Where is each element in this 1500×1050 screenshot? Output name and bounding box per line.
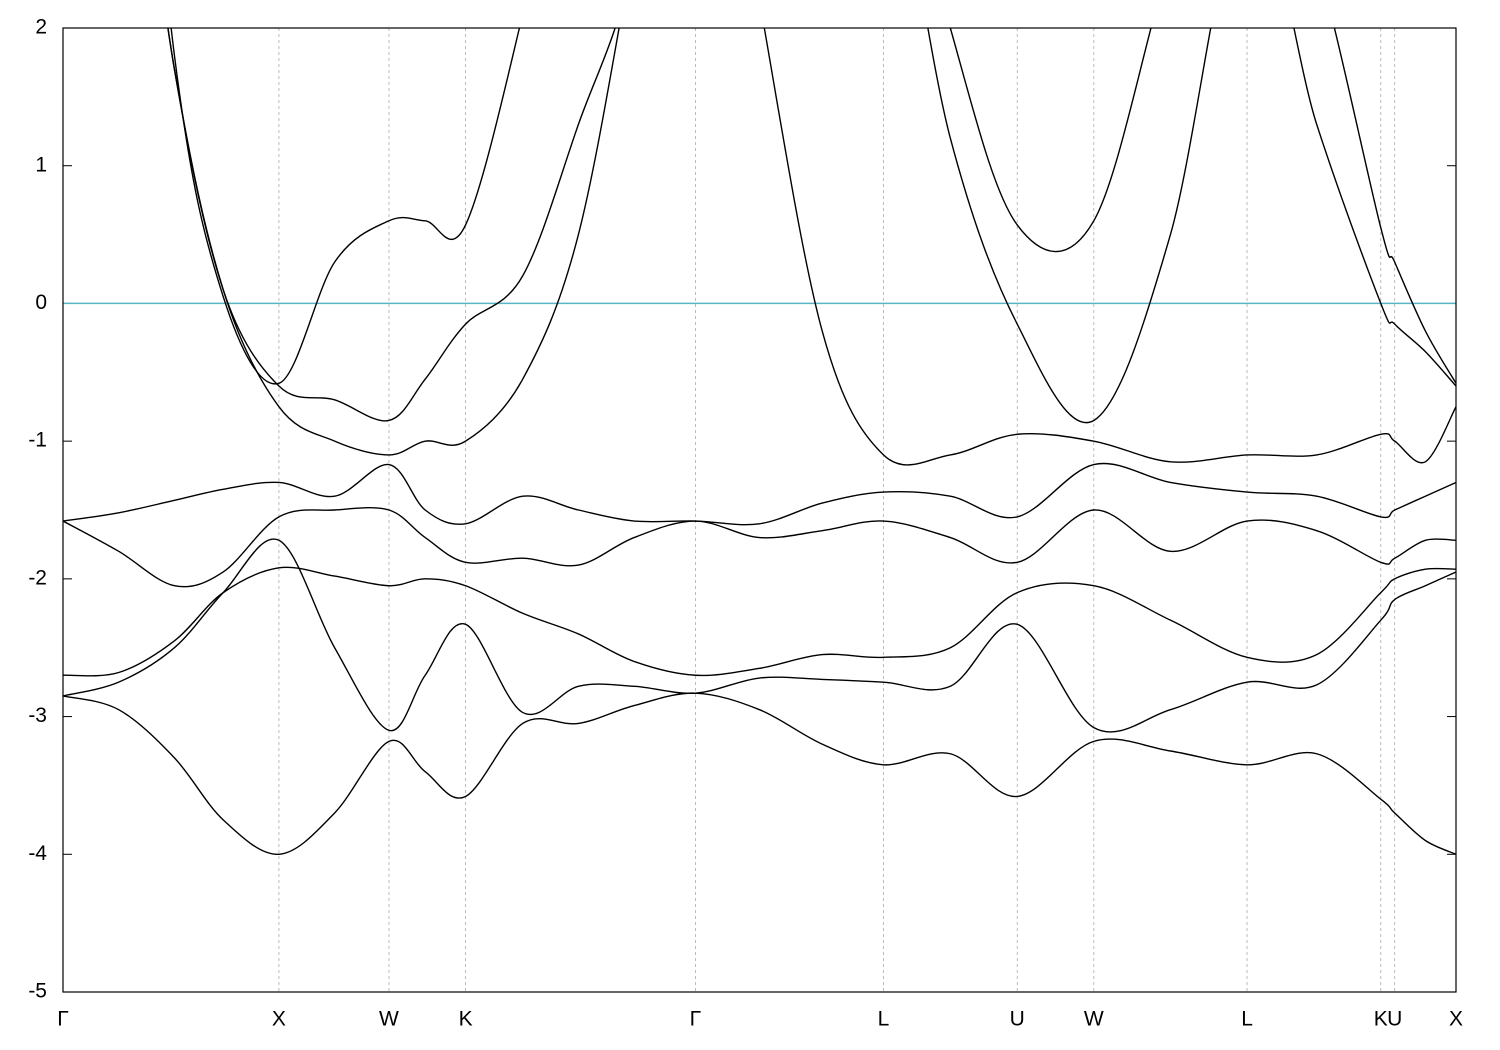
- y-tick-label: 1: [35, 153, 47, 176]
- x-tick-label: X: [1449, 1008, 1463, 1031]
- x-tick-label: W: [1084, 1008, 1104, 1031]
- x-tick-label: L: [1241, 1008, 1253, 1031]
- y-tick-label: -3: [28, 704, 47, 727]
- x-tick-label: W: [379, 1008, 399, 1031]
- x-tick-label: U: [1387, 1008, 1402, 1031]
- x-tick-label: U: [1010, 1008, 1025, 1031]
- band-line: [63, 692, 1456, 855]
- x-tick-label: K: [1374, 1008, 1388, 1031]
- y-tick-label: -1: [28, 429, 47, 452]
- plot-area: [63, 28, 1456, 855]
- y-tick-label: 2: [35, 16, 47, 39]
- band-line: [63, 538, 1456, 733]
- band-line: [63, 462, 1456, 526]
- frame: [62, 27, 1457, 993]
- x-tick-label: X: [272, 1008, 286, 1031]
- band-line: [167, 28, 1456, 424]
- y-tick-label: -2: [28, 566, 47, 589]
- y-tick-label: -4: [28, 842, 47, 865]
- band-line: [63, 566, 1456, 677]
- grid-layer: [62, 27, 1457, 993]
- x-tick-label: K: [459, 1008, 473, 1031]
- y-tick-label: -5: [28, 980, 47, 1003]
- x-tick-label: Γ: [57, 1008, 69, 1031]
- x-tick-label: Γ: [690, 1008, 702, 1031]
- x-tick-label: L: [878, 1008, 890, 1031]
- y-tick-label: 0: [35, 291, 47, 314]
- band-line: [63, 506, 1456, 588]
- band-line: [170, 28, 1456, 385]
